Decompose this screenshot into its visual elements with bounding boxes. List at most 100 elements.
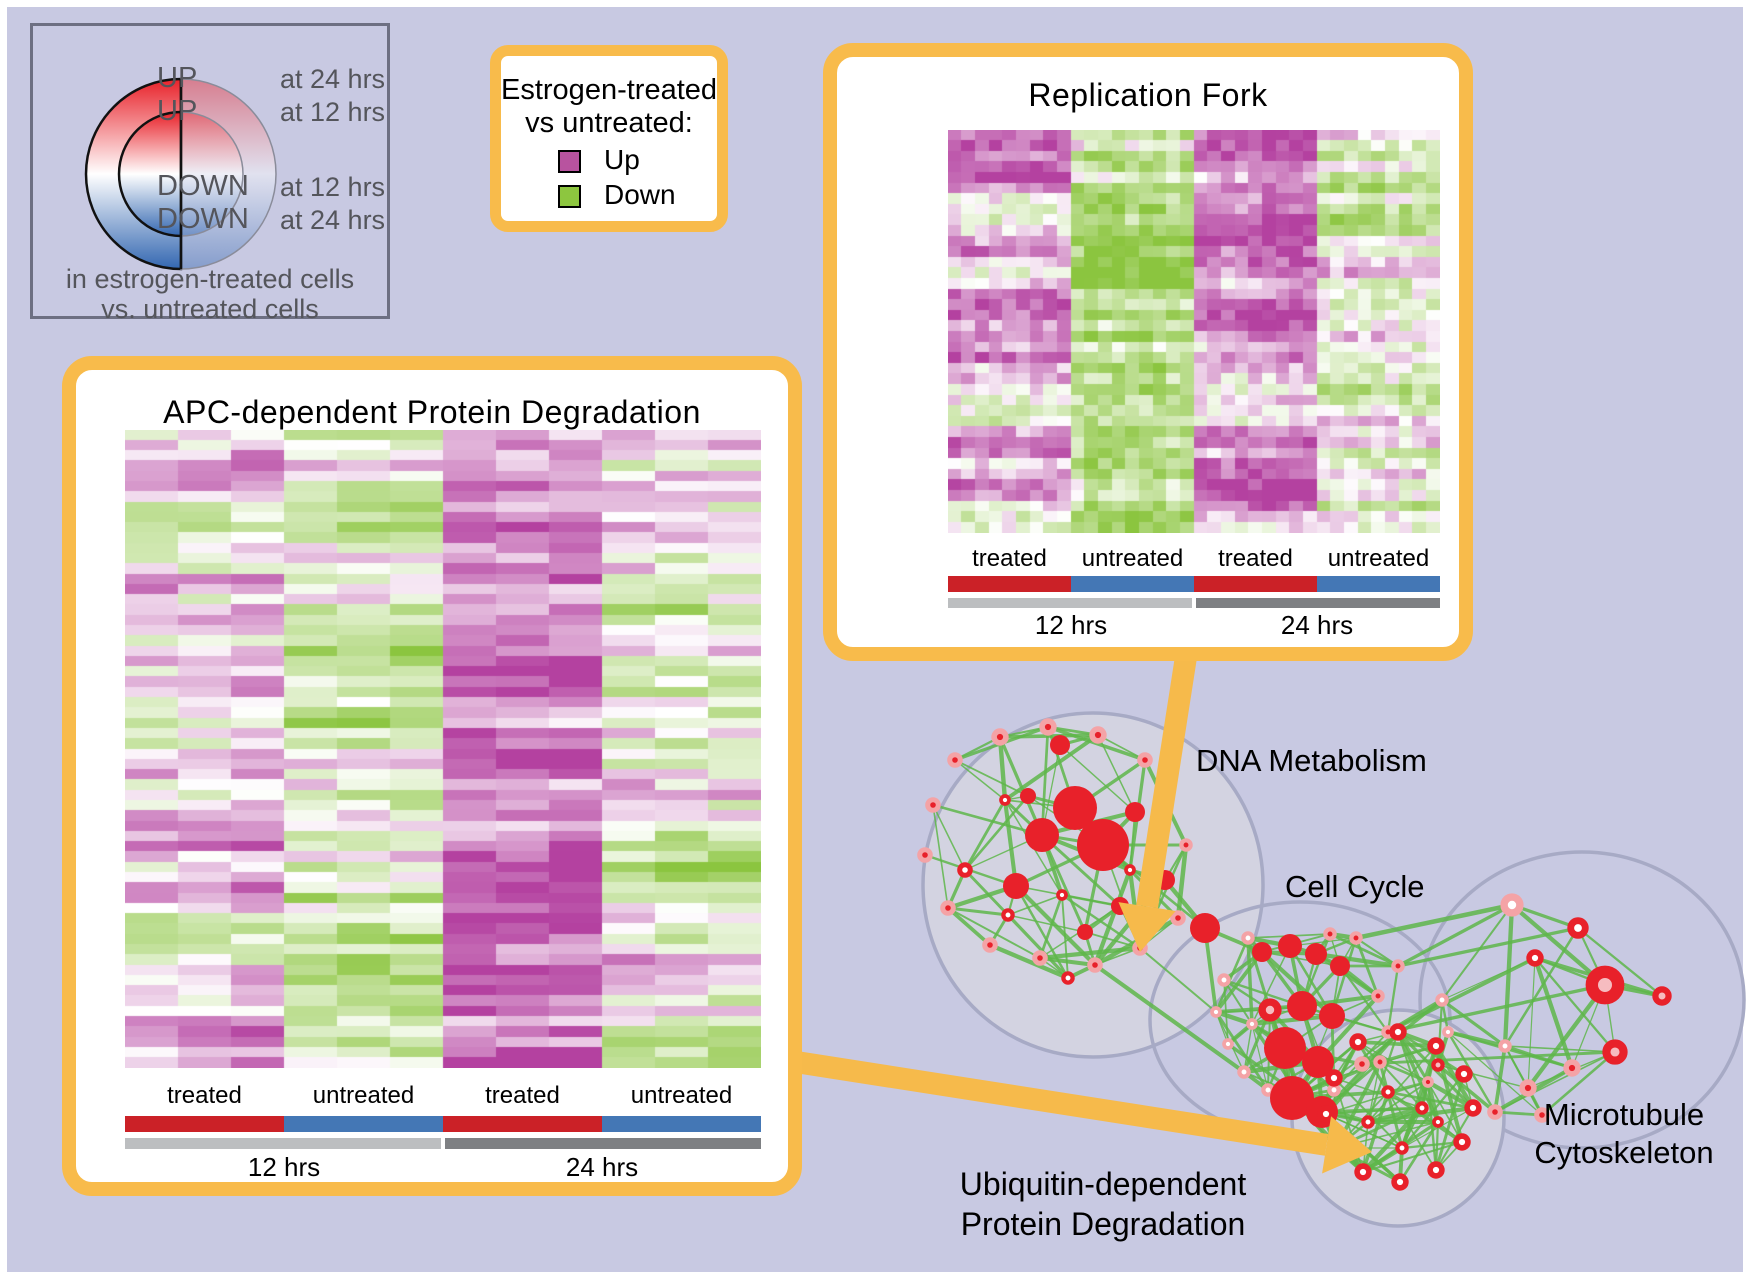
gene-node-62 bbox=[1519, 1079, 1537, 1097]
network-edge bbox=[1447, 1031, 1543, 1116]
microtubule-label-line-2: Cytoskeleton bbox=[1534, 1135, 1714, 1170]
network-edge bbox=[1328, 932, 1400, 968]
network-edge bbox=[1379, 1061, 1423, 1109]
network-edge bbox=[1378, 1060, 1404, 1150]
network-edge bbox=[1243, 1023, 1253, 1073]
gene-node-25 bbox=[1001, 908, 1015, 922]
gene-node-85 bbox=[1361, 1115, 1375, 1129]
gene-node-82 bbox=[1325, 1069, 1343, 1087]
network-edge bbox=[1139, 947, 1217, 1013]
gene-node-58 bbox=[1585, 965, 1625, 1005]
network-edge bbox=[1386, 964, 1400, 1034]
network-edge bbox=[1576, 926, 1664, 998]
network-edge bbox=[1006, 913, 1070, 980]
updown-legend-title-2: vs untreated: bbox=[525, 107, 693, 139]
flow-legend-footer-2: vs. untreated cells bbox=[101, 294, 319, 324]
gene-node-53 bbox=[1391, 959, 1405, 973]
ubiquitin-label-line-1: Ubiquitin-dependent bbox=[959, 1166, 1247, 1202]
network-edge bbox=[1437, 1064, 1529, 1089]
network-edge bbox=[1214, 1010, 1270, 1092]
condition-label-1: untreated bbox=[312, 1082, 415, 1109]
network-edge bbox=[1386, 1080, 1430, 1094]
dna-metabolism-label: DNA Metabolism bbox=[1196, 743, 1427, 778]
condition-bar-0 bbox=[125, 1116, 284, 1132]
panel-arrow-line-1 bbox=[698, 1036, 1329, 1156]
network-edge bbox=[1097, 734, 1146, 761]
network-edge bbox=[963, 798, 1007, 872]
network-edge bbox=[1503, 926, 1580, 1048]
network-edge bbox=[1425, 1079, 1441, 1125]
gene-node-15 bbox=[925, 797, 941, 813]
network-edge bbox=[946, 906, 992, 947]
network-edge bbox=[1400, 1140, 1464, 1150]
network-edge bbox=[1446, 1030, 1507, 1048]
gene-node-86 bbox=[1395, 1141, 1409, 1155]
condition-bar-3 bbox=[1317, 576, 1440, 592]
network-edge bbox=[1330, 936, 1358, 1018]
time-bar-0 bbox=[125, 1138, 441, 1149]
gene-node-74 bbox=[1455, 1065, 1473, 1083]
gene-node-64 bbox=[1534, 1107, 1550, 1123]
gene-node-59 bbox=[1652, 986, 1672, 1006]
network-edge bbox=[1533, 956, 1617, 1054]
apc-degradation-title: APC-dependent Protein Degradation bbox=[163, 394, 701, 430]
gene-node-51 bbox=[1371, 989, 1385, 1003]
replication-fork-title: Replication Fork bbox=[1028, 77, 1268, 113]
gene-node-27 bbox=[999, 794, 1011, 806]
gene-node-0 bbox=[1053, 786, 1097, 830]
gene-node-41 bbox=[1217, 973, 1231, 987]
network-edge bbox=[1246, 936, 1272, 1012]
condition-bar-1 bbox=[284, 1116, 443, 1132]
gene-node-43 bbox=[1222, 1038, 1234, 1050]
condition-label-2: treated bbox=[1218, 545, 1293, 572]
gene-node-34 bbox=[1330, 956, 1350, 976]
gene-node-23 bbox=[1179, 838, 1193, 852]
apc-degradation-heatmap bbox=[125, 430, 761, 1068]
gene-node-19 bbox=[1032, 950, 1048, 966]
network-edge bbox=[1223, 979, 1253, 1025]
gene-node-60 bbox=[1602, 1039, 1628, 1065]
flow-row-time-2: at 12 hrs bbox=[280, 172, 386, 202]
gene-node-48 bbox=[1246, 1018, 1258, 1030]
network-edge bbox=[1007, 894, 1063, 916]
condition-label-1: untreated bbox=[1081, 545, 1184, 572]
network-edge bbox=[1002, 797, 1019, 889]
gene-node-47 bbox=[1327, 1083, 1341, 1097]
condition-bar-3 bbox=[602, 1116, 761, 1132]
condition-label-0: treated bbox=[972, 545, 1047, 572]
network-edge bbox=[1441, 904, 1513, 1001]
condition-label-3: untreated bbox=[630, 1082, 733, 1109]
network-edge bbox=[1504, 1045, 1616, 1053]
condition-bar-2 bbox=[443, 1116, 602, 1132]
condition-label-3: untreated bbox=[1327, 545, 1430, 572]
gene-node-77 bbox=[1427, 1161, 1445, 1179]
gene-node-14 bbox=[947, 752, 963, 768]
gene-node-76 bbox=[1453, 1133, 1471, 1151]
gene-node-4 bbox=[1050, 735, 1070, 755]
flow-row-dir-3: DOWN bbox=[157, 203, 249, 235]
network-edge bbox=[1493, 1110, 1544, 1117]
ubiquitin-degradation-label: Ubiquitin-dependent Protein Degradation bbox=[943, 1164, 1263, 1244]
network-edge bbox=[1040, 833, 1122, 908]
flow-row-time-1: at 12 hrs bbox=[280, 97, 386, 127]
network-edge bbox=[1313, 951, 1401, 969]
time-bar-1 bbox=[1196, 598, 1440, 608]
updown-legend-title-1: Estrogen-treated bbox=[501, 74, 718, 106]
gene-node-55 bbox=[1500, 893, 1524, 917]
network-edge bbox=[1509, 902, 1608, 988]
network-edge bbox=[1092, 962, 1247, 1075]
network-edge bbox=[1353, 902, 1515, 941]
updown-circle-legend-icon bbox=[84, 77, 277, 271]
network-edge bbox=[997, 734, 1008, 803]
network-edge bbox=[1060, 893, 1142, 950]
time-label-1: 24 hrs bbox=[1280, 610, 1354, 640]
gene-node-32 bbox=[1278, 934, 1302, 958]
gene-node-87 bbox=[1432, 1116, 1444, 1128]
up-label: Up bbox=[604, 144, 640, 175]
network-edge bbox=[1014, 884, 1070, 980]
network-edge bbox=[1367, 1045, 1437, 1123]
gene-node-20 bbox=[1087, 957, 1103, 973]
gene-node-10 bbox=[991, 728, 1009, 746]
network-edge bbox=[1356, 1040, 1390, 1094]
network-edge bbox=[932, 804, 966, 871]
